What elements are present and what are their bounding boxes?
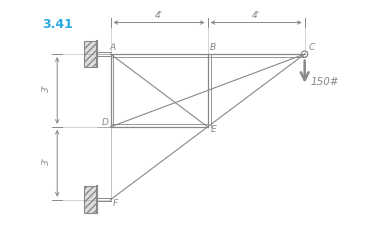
Text: 4': 4' [155, 11, 163, 20]
Text: 150#: 150# [311, 77, 339, 87]
Bar [84, 186, 97, 213]
Text: 3.41: 3.41 [42, 18, 73, 31]
Text: B: B [209, 43, 216, 52]
Text: F: F [113, 199, 118, 208]
Text: 3': 3' [42, 84, 51, 92]
Text: C: C [308, 43, 315, 52]
Bar [84, 41, 97, 67]
Text: E: E [211, 125, 216, 134]
Text: 3': 3' [42, 157, 51, 165]
Text: A: A [109, 43, 116, 52]
Text: 4': 4' [252, 11, 260, 20]
Text: D: D [102, 118, 109, 127]
